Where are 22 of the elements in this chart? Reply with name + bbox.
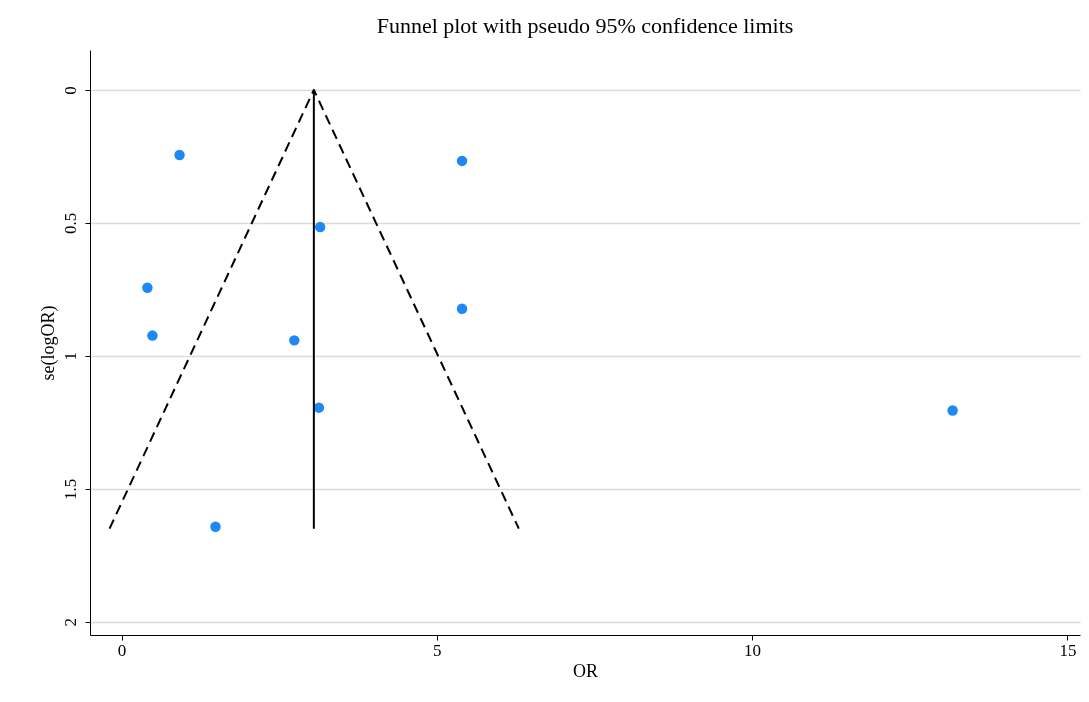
point xyxy=(289,335,300,346)
chart-title: Funnel plot with pseudo 95% confidence limits xyxy=(376,13,794,38)
y-tick-label: 2 xyxy=(60,617,80,627)
x-tick-label: 10 xyxy=(744,640,762,660)
point xyxy=(142,282,153,293)
x-axis-title: OR xyxy=(572,660,599,681)
point xyxy=(314,221,326,233)
y-axis-title: se(logOR) xyxy=(37,305,59,381)
y-tick-label: 1 xyxy=(60,352,80,361)
y-tick-label: 0 xyxy=(60,86,80,95)
x-tick-label: 0 xyxy=(117,640,127,660)
point xyxy=(147,330,158,341)
x-tick-label: 15 xyxy=(1059,640,1077,660)
point xyxy=(456,155,468,167)
point xyxy=(174,149,185,161)
y-tick-label: 0.5 xyxy=(60,212,80,234)
point xyxy=(313,402,325,413)
point xyxy=(947,405,958,416)
y-tick-label: 1.5 xyxy=(60,478,80,500)
point xyxy=(456,303,468,314)
x-tick-label: 5 xyxy=(433,640,442,660)
point xyxy=(210,521,221,533)
